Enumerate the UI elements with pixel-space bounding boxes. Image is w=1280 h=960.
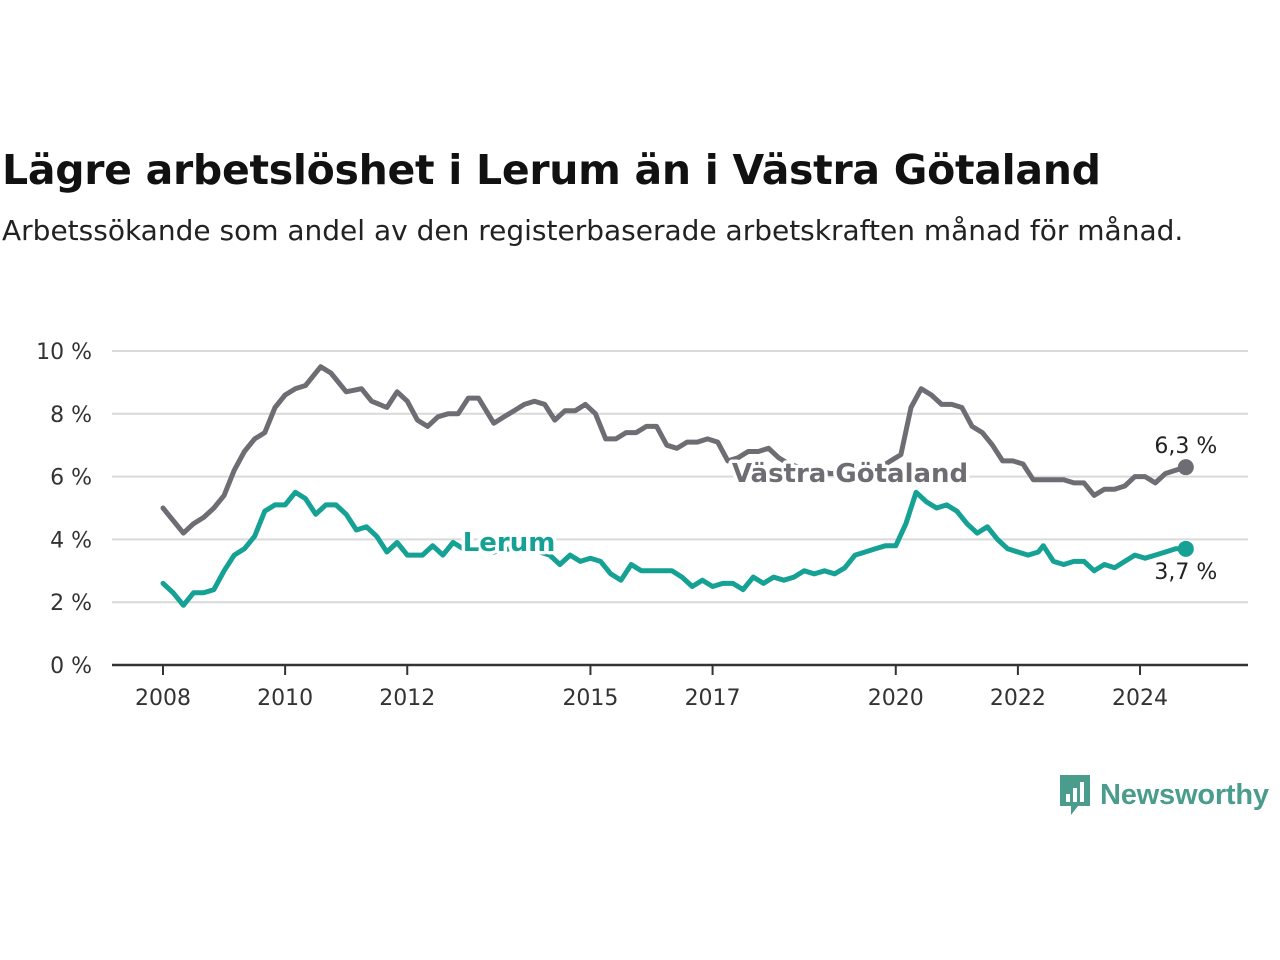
newsworthy-logo: Newsworthy: [1058, 772, 1269, 818]
x-tick-label: 2022: [990, 686, 1046, 711]
y-tick-label: 6 %: [50, 466, 92, 491]
series-name-label-lerum: Lerum: [463, 528, 556, 558]
brand-name: Newsworthy: [1100, 778, 1269, 811]
y-tick-label: 8 %: [50, 403, 92, 428]
x-tick-label: 2012: [379, 686, 435, 711]
end-value-label-vastra-gotaland: 6,3 %: [1154, 434, 1217, 459]
y-tick-label: 2 %: [50, 591, 92, 616]
x-tick-label: 2008: [135, 686, 191, 711]
grid-lines: [112, 350, 1248, 604]
y-axis: 0 % 2 % 4 % 6 % 8 % 10 %: [36, 340, 92, 679]
x-tick-label: 2024: [1112, 686, 1168, 711]
series-line-lerum: [160, 489, 1189, 608]
chart-subtitle: Arbetssökande som andel av den registerb…: [2, 214, 1184, 247]
end-value-label-lerum: 3,7 %: [1154, 560, 1217, 585]
series-labels: 6,3 % Västra Götaland 3,7 % Lerum: [459, 434, 1217, 585]
y-tick-label: 0 %: [50, 654, 92, 679]
x-tick-label: 2020: [868, 686, 924, 711]
x-axis: 2008 2010 2012 2015 2017 2020 2022 2024: [112, 663, 1248, 711]
series-line-vastra-gotaland: [160, 364, 1189, 536]
series-end-dot-lerum: [1177, 540, 1194, 557]
newsworthy-logo-icon: [1060, 775, 1090, 815]
x-tick-label: 2017: [685, 686, 741, 711]
chart-title: Lägre arbetslöshet i Lerum än i Västra G…: [2, 146, 1101, 194]
x-tick-label: 2010: [257, 686, 313, 711]
series-lines: [160, 364, 1194, 608]
series-end-dot-vastra-gotaland: [1177, 459, 1194, 476]
y-tick-label: 4 %: [50, 528, 92, 553]
series-name-label-vastra-gotaland: Västra Götaland: [732, 459, 968, 489]
y-tick-label: 10 %: [36, 340, 92, 365]
x-tick-label: 2015: [562, 686, 618, 711]
